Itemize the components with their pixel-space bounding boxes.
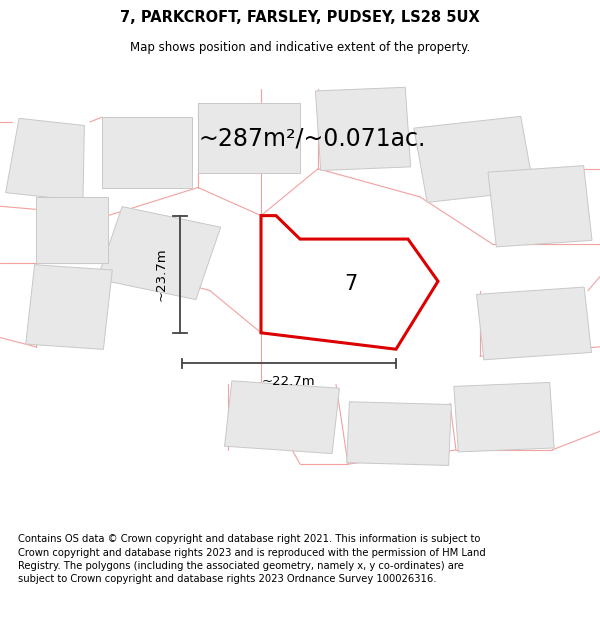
Polygon shape bbox=[476, 287, 592, 360]
Polygon shape bbox=[102, 118, 192, 188]
Text: 7, PARKCROFT, FARSLEY, PUDSEY, LS28 5UX: 7, PARKCROFT, FARSLEY, PUDSEY, LS28 5UX bbox=[120, 10, 480, 25]
Polygon shape bbox=[97, 207, 221, 299]
Polygon shape bbox=[261, 216, 438, 349]
Polygon shape bbox=[36, 197, 108, 262]
Polygon shape bbox=[347, 402, 451, 466]
Text: 7: 7 bbox=[344, 274, 358, 294]
Text: ~22.7m: ~22.7m bbox=[262, 374, 316, 388]
Text: ~23.7m: ~23.7m bbox=[154, 248, 167, 301]
Text: Map shows position and indicative extent of the property.: Map shows position and indicative extent… bbox=[130, 41, 470, 54]
Polygon shape bbox=[488, 166, 592, 247]
Polygon shape bbox=[224, 381, 340, 454]
Text: Contains OS data © Crown copyright and database right 2021. This information is : Contains OS data © Crown copyright and d… bbox=[18, 534, 486, 584]
Polygon shape bbox=[5, 118, 85, 201]
Polygon shape bbox=[454, 382, 554, 452]
Polygon shape bbox=[198, 103, 300, 173]
Polygon shape bbox=[26, 264, 112, 349]
Polygon shape bbox=[316, 88, 410, 171]
Polygon shape bbox=[414, 116, 534, 202]
Text: ~287m²/~0.071ac.: ~287m²/~0.071ac. bbox=[199, 126, 425, 150]
